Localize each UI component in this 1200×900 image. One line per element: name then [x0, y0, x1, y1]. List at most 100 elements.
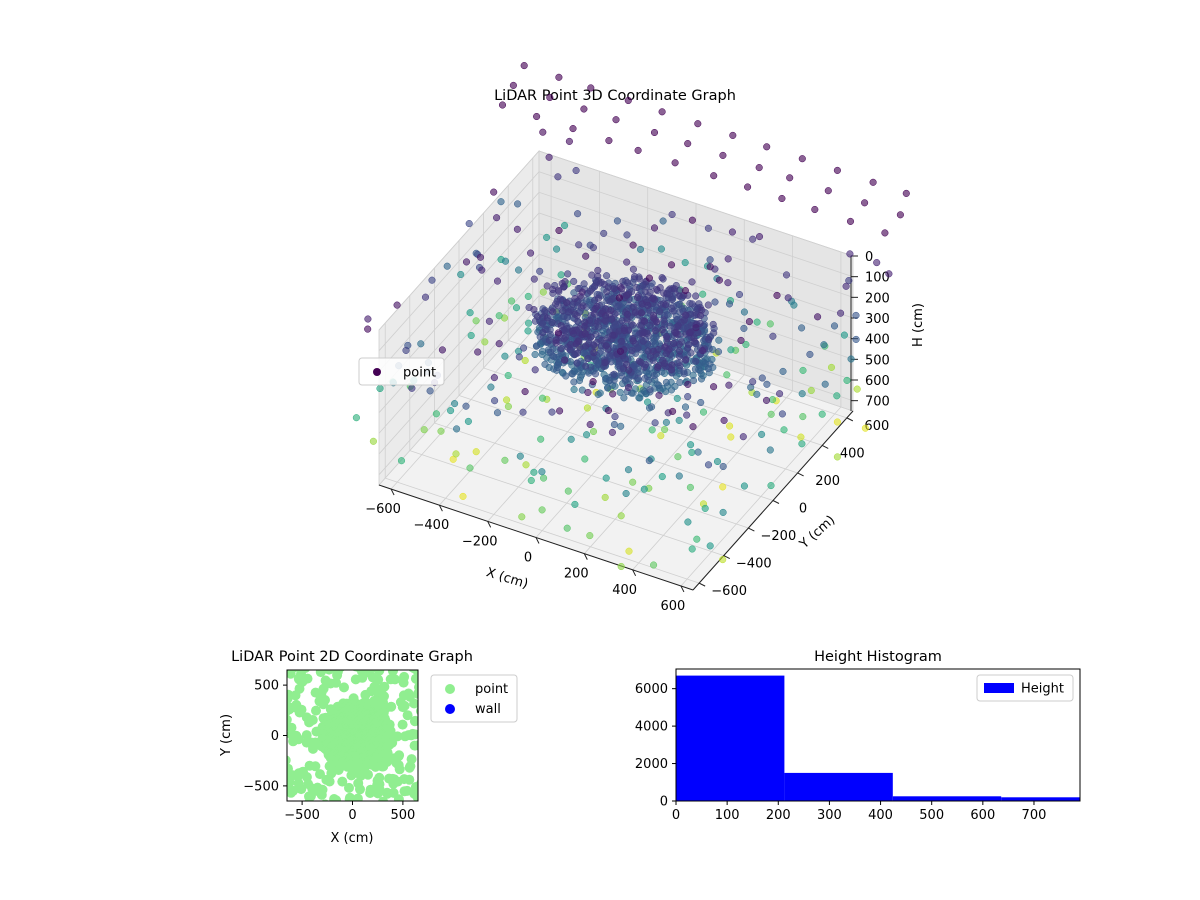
- point-3d: [766, 320, 774, 328]
- point-3d: [668, 295, 676, 304]
- point-2d: [414, 673, 418, 684]
- point-3d: [428, 276, 436, 284]
- point-3d: [622, 291, 630, 299]
- point-2d: [424, 755, 434, 765]
- point-3d: [497, 198, 505, 206]
- ticks-3d: −600−400−2000200400600−600−400−200020040…: [365, 250, 890, 614]
- point-3d: [538, 394, 547, 402]
- point-3d: [688, 300, 696, 308]
- point-3d: [692, 324, 700, 332]
- point-3d: [846, 217, 855, 225]
- point-3d: [509, 81, 517, 89]
- point-3d: [516, 452, 524, 460]
- y-tick-label-2d: 0: [271, 729, 279, 744]
- point-2d: [425, 778, 435, 788]
- point-3d: [701, 504, 709, 512]
- point-3d: [728, 228, 736, 236]
- point-3d: [657, 432, 665, 440]
- point-3d: [586, 532, 594, 540]
- point-3d: [650, 224, 659, 232]
- point-3d: [573, 359, 581, 367]
- point-3d: [417, 340, 425, 348]
- point-3d: [604, 345, 612, 353]
- point-3d: [452, 450, 460, 458]
- point-3d: [640, 363, 648, 371]
- height-histogram: Height Histogram 0 100 200 300 400 500 600 7000…: [635, 649, 1081, 823]
- point-3d: [550, 352, 558, 361]
- point-2d: [287, 799, 288, 801]
- grid-line-z: [378, 171, 854, 351]
- point-2d: [294, 707, 305, 718]
- point-3d: [692, 357, 700, 365]
- point-3d: [692, 292, 700, 300]
- point-2d: [409, 698, 418, 709]
- point-3d: [842, 282, 850, 290]
- point-3d: [648, 403, 656, 411]
- y-tick-label-hist: 6000: [635, 682, 668, 697]
- legend-2d-label-point: point: [475, 682, 508, 697]
- z-tick-label: 500: [865, 353, 890, 368]
- xlabel-2d: X (cm): [331, 831, 374, 846]
- point-3d: [481, 338, 489, 346]
- point-3d: [584, 354, 592, 363]
- point-2d: [419, 691, 429, 701]
- point-2d: [337, 776, 348, 787]
- point-3d: [646, 321, 654, 330]
- point-3d: [474, 348, 482, 356]
- point-3d: [561, 356, 569, 364]
- point-3d: [607, 306, 615, 314]
- point-3d: [616, 388, 624, 396]
- point-3d: [852, 311, 860, 319]
- grid-line-x: [680, 252, 842, 587]
- point-3d: [546, 330, 554, 338]
- point-3d: [762, 396, 771, 404]
- x-tick-label: 200: [564, 567, 589, 582]
- point-3d: [710, 172, 718, 180]
- points-3d: [352, 62, 910, 571]
- point-3d: [654, 363, 662, 371]
- point-3d: [767, 482, 775, 490]
- point-3d: [530, 275, 538, 283]
- point-3d: [549, 308, 557, 316]
- point-2d: [362, 805, 372, 815]
- point-3d: [515, 266, 523, 274]
- point-3d: [545, 336, 553, 344]
- point-3d: [699, 408, 708, 416]
- point-3d: [688, 216, 696, 224]
- ticks-hist: 0 100 200 300 400 500 600 700 0 2000 4000 6000: [635, 682, 1046, 823]
- y-tick-label: −200: [761, 529, 797, 544]
- histogram-bar: [1001, 797, 1080, 801]
- point-3d: [853, 385, 861, 393]
- point-3d: [612, 116, 620, 124]
- point-3d: [827, 363, 836, 371]
- point-3d: [689, 377, 698, 385]
- point-2d: [421, 690, 431, 700]
- point-3d: [658, 326, 666, 334]
- point-3d: [501, 352, 509, 360]
- point-3d: [662, 333, 670, 341]
- point-3d: [662, 418, 670, 426]
- point-3d: [699, 290, 707, 298]
- point-3d: [527, 249, 535, 257]
- point-3d: [758, 374, 766, 382]
- point-3d: [397, 457, 406, 465]
- point-3d: [556, 407, 564, 415]
- x-tick-label: −400: [414, 518, 450, 533]
- point-3d: [613, 217, 621, 225]
- point-2d: [308, 743, 318, 754]
- point-3d: [571, 310, 579, 318]
- point-3d: [681, 287, 689, 295]
- point-3d: [504, 402, 512, 411]
- point-2d: [318, 699, 329, 710]
- x-tick-label-hist: 500: [919, 808, 944, 823]
- point-3d: [616, 283, 624, 291]
- y-tick-label: −400: [736, 557, 772, 572]
- point-3d: [688, 448, 696, 456]
- z-tick-label: 100: [865, 271, 890, 286]
- point-3d: [610, 376, 618, 384]
- point-3d: [687, 441, 695, 449]
- point-3d: [472, 448, 480, 456]
- point-3d: [724, 279, 732, 287]
- point-3d: [402, 346, 410, 354]
